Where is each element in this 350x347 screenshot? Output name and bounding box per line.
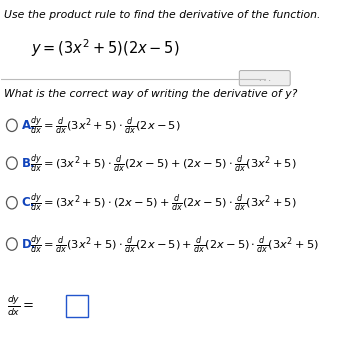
Text: What is the correct way of writing the derivative of y?: What is the correct way of writing the d… [5,89,298,99]
Text: $\frac{dy}{dx} = \frac{d}{dx}\left(3x^2+5\right) \cdot \frac{d}{dx}(2x-5) + \fra: $\frac{dy}{dx} = \frac{d}{dx}\left(3x^2+… [30,232,319,255]
FancyBboxPatch shape [239,70,290,86]
Text: $y = \left(3x^2+5\right)(2x-5)$: $y = \left(3x^2+5\right)(2x-5)$ [31,37,180,59]
Text: Use the product rule to find the derivative of the function.: Use the product rule to find the derivat… [5,10,321,20]
Text: $\frac{dy}{dx} = \frac{d}{dx}\left(3x^2+5\right) \cdot \frac{d}{dx}(2x-5)$: $\frac{dy}{dx} = \frac{d}{dx}\left(3x^2+… [30,114,180,137]
Text: D.: D. [22,238,36,251]
Text: $\frac{dy}{dx} = \left(3x^2+5\right) \cdot (2x-5) + \frac{d}{dx}(2x-5) \cdot \fr: $\frac{dy}{dx} = \left(3x^2+5\right) \cd… [30,191,296,214]
FancyBboxPatch shape [66,295,88,318]
Text: B.: B. [22,157,35,170]
Text: A.: A. [22,119,36,132]
Text: . . .: . . . [259,74,271,83]
Text: C.: C. [22,196,35,209]
Text: $\frac{dy}{dx} = \left(3x^2+5\right) \cdot \frac{d}{dx}(2x-5) + (2x-5) \cdot \fr: $\frac{dy}{dx} = \left(3x^2+5\right) \cd… [30,152,296,175]
Text: $\frac{dy}{dx} =$: $\frac{dy}{dx} =$ [7,294,35,318]
